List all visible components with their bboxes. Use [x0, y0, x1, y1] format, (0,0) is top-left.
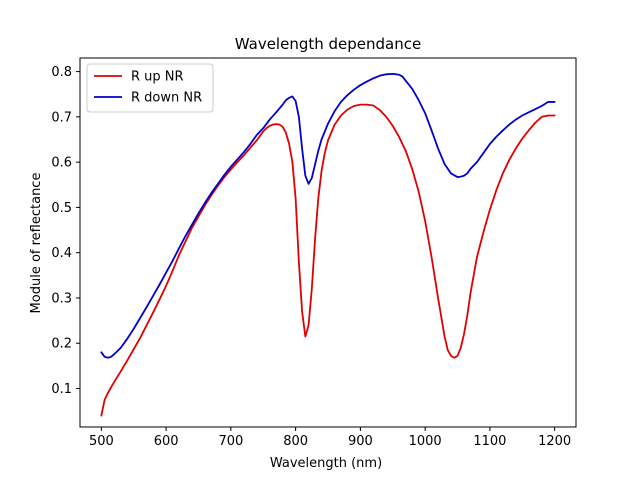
- x-tick-label: 900: [348, 434, 373, 449]
- x-tick-label: 500: [89, 434, 114, 449]
- plot-frame: [79, 57, 577, 428]
- y-tick-label: 0.4: [51, 246, 72, 261]
- y-tick-label: 0.2: [51, 337, 72, 352]
- y-tick-label: 0.6: [51, 156, 72, 171]
- series-line-r-down-nr: [100, 72, 556, 359]
- x-tick-label: 700: [218, 434, 243, 449]
- y-tick-label: 0.8: [51, 65, 72, 80]
- x-tick-label: 1100: [473, 434, 506, 449]
- x-tick-label: 600: [154, 434, 179, 449]
- x-tick-label: 1200: [538, 434, 571, 449]
- y-axis-label: Module of reflectance: [29, 173, 44, 314]
- legend-label-r-down-nr: R down NR: [131, 91, 202, 106]
- y-axis: 0.1 0.2 0.3 0.4 0.5 0.6 0.7 0.8: [51, 65, 80, 397]
- y-tick-label: 0.5: [51, 201, 72, 216]
- plot-area: [100, 72, 556, 417]
- legend: R up NR R down NR: [86, 63, 214, 113]
- chart-title: Wavelength dependance: [235, 35, 421, 53]
- x-axis-label: Wavelength (nm): [270, 456, 382, 471]
- legend-label-r-up-nr: R up NR: [131, 70, 184, 85]
- series-line-r-up-nr: [100, 103, 556, 417]
- x-tick-label: 1000: [409, 434, 442, 449]
- x-tick-label: 800: [283, 434, 308, 449]
- y-tick-label: 0.3: [51, 291, 72, 306]
- x-axis: 500 600 700 800 900 1000 1100 1200: [89, 427, 571, 449]
- y-tick-label: 0.1: [51, 382, 72, 397]
- y-tick-label: 0.7: [51, 110, 72, 125]
